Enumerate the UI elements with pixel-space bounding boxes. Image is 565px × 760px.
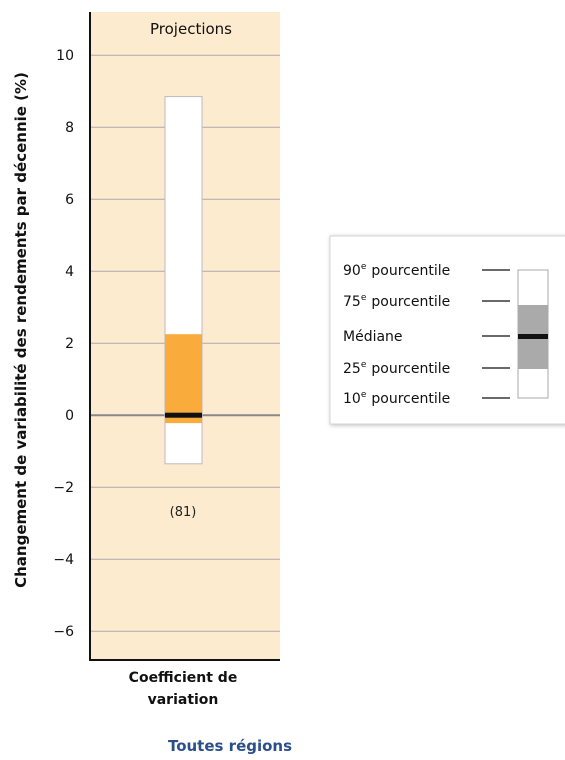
legend-median-glyph xyxy=(518,334,548,339)
legend-item-4: 10e pourcentile xyxy=(343,390,450,407)
legend: 90e pourcentile 75e pourcentile Médiane 25e po… xyxy=(329,235,565,425)
y-tick-label-2: 6 xyxy=(65,192,74,208)
y-tick-label-5: 0 xyxy=(65,408,74,424)
region-label: Toutes régions xyxy=(168,737,292,755)
panel-title: Projections xyxy=(150,20,232,38)
y-tick-label-0: 10 xyxy=(56,48,74,64)
box-plot xyxy=(164,96,203,465)
median-bar xyxy=(165,412,202,418)
interquartile-box xyxy=(165,334,202,424)
legend-item-3: 25e pourcentile xyxy=(343,360,450,377)
x-category-label-line-2: variation xyxy=(148,692,219,708)
y-tick-label-4: 2 xyxy=(65,336,74,352)
legend-item-0: 90e pourcentile xyxy=(343,262,450,279)
y-axis: 10 8 6 4 2 0 −2 −4 −6 xyxy=(53,12,280,661)
y-tick-label-1: 8 xyxy=(65,120,74,136)
sample-count-label: (81) xyxy=(170,505,197,520)
y-axis-label: Changement de variabilité des rendements… xyxy=(12,72,30,588)
legend-item-2: Médiane xyxy=(343,329,403,345)
x-category-label-line-1: Coefficient de xyxy=(129,670,238,686)
y-tick-label-7: −4 xyxy=(53,552,74,568)
legend-item-1: 75e pourcentile xyxy=(343,293,450,310)
y-tick-label-6: −2 xyxy=(53,480,74,496)
y-tick-label-3: 4 xyxy=(65,264,74,280)
y-tick-label-8: −6 xyxy=(53,624,74,640)
